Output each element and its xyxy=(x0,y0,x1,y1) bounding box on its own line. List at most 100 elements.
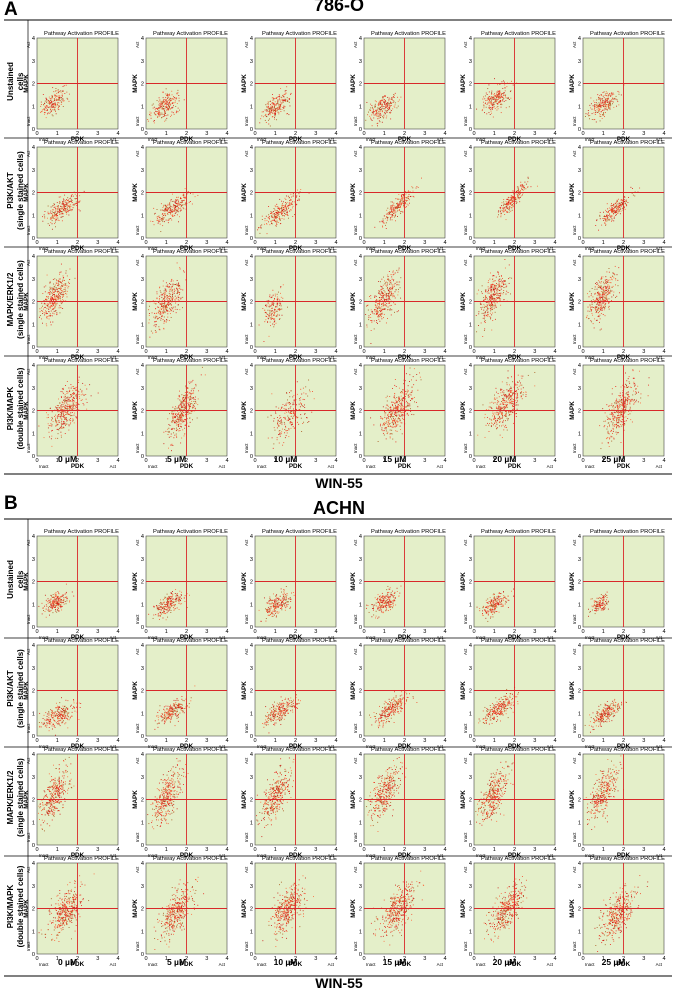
scatter-point xyxy=(594,288,596,290)
scatter-point xyxy=(268,217,270,219)
scatter-point xyxy=(611,215,613,217)
scatter-point xyxy=(391,219,393,221)
scatter-point xyxy=(287,215,289,216)
scatter-point xyxy=(154,330,156,331)
scatter-point xyxy=(382,295,384,297)
scatter-point xyxy=(384,300,385,301)
scatter-point xyxy=(505,107,507,109)
scatter-point xyxy=(55,90,57,91)
scatter-point xyxy=(297,200,299,201)
scatter-point xyxy=(52,216,54,218)
scatter-point xyxy=(604,290,606,292)
scatter-point xyxy=(498,284,500,286)
scatter-point xyxy=(613,273,615,275)
scatter-point xyxy=(611,101,613,102)
scatter-point xyxy=(308,192,310,194)
scatter-point xyxy=(174,97,176,99)
scatter-point xyxy=(504,280,506,282)
scatter-point xyxy=(613,220,615,222)
scatter-point xyxy=(60,288,62,290)
scatter-point xyxy=(273,321,275,323)
scatter-point xyxy=(177,200,179,202)
x-low-label: Inact xyxy=(39,137,49,142)
scatter-point xyxy=(166,207,168,208)
scatter-point xyxy=(509,199,511,201)
scatter-point xyxy=(613,212,615,214)
scatter-point xyxy=(483,312,485,314)
scatter-point xyxy=(616,199,618,201)
scatter-point xyxy=(273,314,275,316)
scatter-point xyxy=(51,298,53,300)
concentration-label: 25 µM xyxy=(602,454,626,464)
scatter-point xyxy=(164,115,165,117)
scatter-point xyxy=(378,315,380,317)
scatter-point xyxy=(589,305,591,307)
scatter-point xyxy=(372,106,373,108)
scatter-point xyxy=(610,215,612,216)
scatter-point xyxy=(274,217,276,219)
scatter-point xyxy=(191,203,193,205)
scatter-point xyxy=(266,223,268,225)
scatter-point xyxy=(521,185,523,187)
scatter-point xyxy=(609,282,611,283)
scatter-point xyxy=(599,305,601,307)
scatter-point xyxy=(156,293,158,295)
scatter-point xyxy=(490,97,492,99)
scatter-point xyxy=(59,99,61,101)
scatter-point xyxy=(62,206,64,208)
x-tick-label: 3 xyxy=(423,349,426,355)
scatter-point xyxy=(169,212,171,213)
scatter-point xyxy=(496,94,498,96)
scatter-point xyxy=(513,196,515,198)
scatter-point xyxy=(272,219,274,221)
scatter-point xyxy=(179,198,181,199)
scatter-point xyxy=(170,114,172,116)
scatter-point xyxy=(485,290,486,292)
scatter-point xyxy=(604,307,606,309)
scatter-point xyxy=(396,208,398,210)
scatter-point xyxy=(63,284,65,286)
scatter-point xyxy=(49,212,51,214)
scatter-point xyxy=(393,210,395,212)
scatter-point xyxy=(49,289,51,291)
scatter-point xyxy=(286,211,288,213)
scatter-point xyxy=(181,201,183,203)
scatter-point xyxy=(50,101,52,102)
scatter-point xyxy=(387,108,389,110)
scatter-point xyxy=(164,112,166,114)
scatter-point xyxy=(608,107,610,109)
scatter-point xyxy=(592,296,594,298)
scatter-point xyxy=(604,100,606,102)
scatter-point xyxy=(391,276,393,278)
scatter-point xyxy=(604,222,606,224)
scatter-point xyxy=(280,305,282,307)
scatter-point xyxy=(601,118,603,119)
y-axis-label: MAPK xyxy=(569,292,576,311)
scatter-point xyxy=(495,306,497,308)
scatter-point xyxy=(603,105,605,107)
scatter-point xyxy=(405,196,407,198)
scatter-point xyxy=(279,105,281,106)
scatter-point xyxy=(482,306,484,308)
scatter-point xyxy=(598,110,600,112)
scatter-point xyxy=(390,274,392,275)
scatter-point xyxy=(181,201,183,203)
scatter-point xyxy=(405,193,407,195)
scatter-point xyxy=(599,296,601,298)
scatter-point xyxy=(167,210,168,212)
scatter-point xyxy=(278,108,280,110)
scatter-point xyxy=(163,106,164,108)
scatter-point xyxy=(500,216,502,218)
scatter-point xyxy=(59,293,61,295)
scatter-point xyxy=(46,298,47,300)
y-tick-label: 3 xyxy=(578,59,581,65)
scatter-point xyxy=(278,99,280,101)
scatter-point xyxy=(596,311,597,313)
scatter-point xyxy=(593,327,595,329)
flow-plot: Pathway Activation PROFILE0011223344PDKM… xyxy=(350,249,447,361)
scatter-point xyxy=(618,204,620,206)
scatter-point xyxy=(55,217,57,219)
scatter-point xyxy=(163,218,164,220)
y-tick-label: 2 xyxy=(578,300,581,306)
scatter-point xyxy=(61,296,63,298)
